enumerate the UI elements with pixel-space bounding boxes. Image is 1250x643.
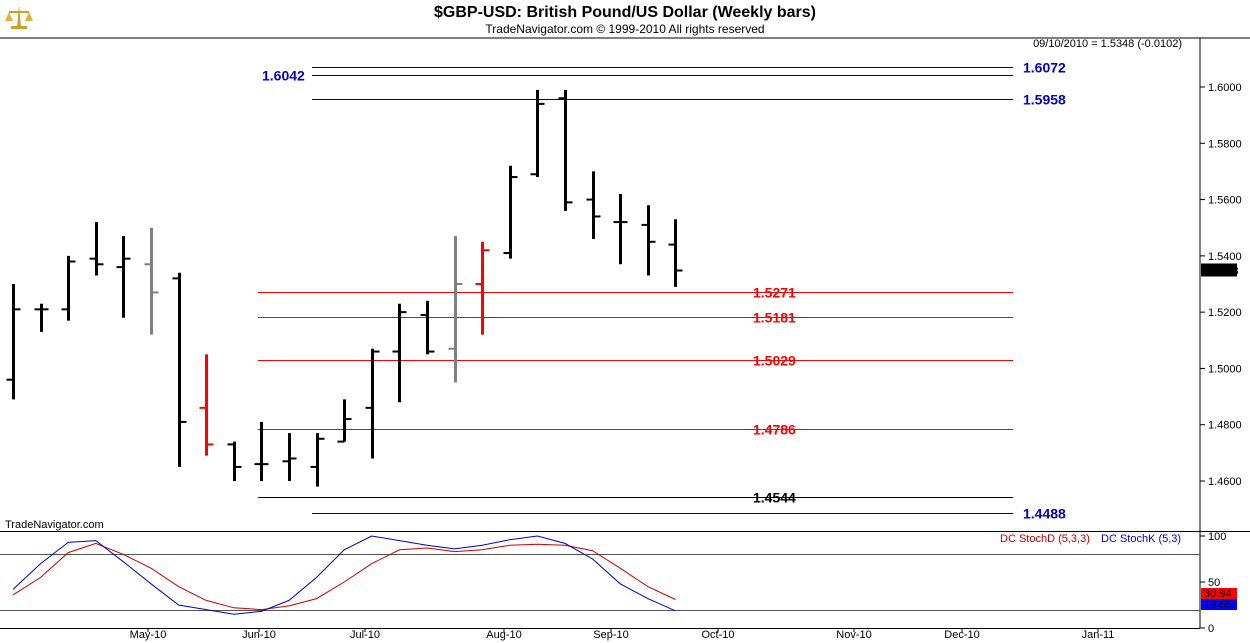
- price-axis: 1.6000 1.5800 1.5600 1.5400 1.5200 1.5000 1.48…: [1200, 82, 1242, 488]
- stoch-last-tags: 30.94 18.65: [1201, 588, 1237, 611]
- stoch-series-line: [12, 535, 676, 615]
- last-price-tag: 1.5348: [1201, 263, 1239, 277]
- time-tick-label: Jun-10: [242, 629, 276, 641]
- stoch-reference-lines: [0, 554, 1200, 611]
- time-tick-label: Nov-10: [836, 629, 871, 641]
- levels: 1.6072 1.6042 1.5958 1.5271 1.5181 1.5029 1.47…: [258, 60, 1066, 522]
- time-tick-label: Aug-10: [486, 629, 521, 641]
- price-tick-label: 1.4800: [1208, 420, 1242, 432]
- time-tick-label: Sep-10: [593, 629, 628, 641]
- stoch-tick-label: 50: [1208, 577, 1220, 589]
- watermark: TradeNavigator.com: [5, 519, 104, 531]
- stoch-tick-label: 0: [1208, 623, 1214, 635]
- price-readout: 09/10/2010 = 1.5348 (-0.0102): [1033, 38, 1182, 50]
- level-label: 1.5181: [753, 310, 796, 326]
- stoch-axis: 100 50 0: [1200, 531, 1226, 635]
- chart-title: $GBP-USD: British Pound/US Dollar (Weekl…: [434, 4, 816, 21]
- time-axis: May-10 Jun-10 Jul-10 Aug-10 Sep-10 Oct-10 Nov-…: [130, 628, 1115, 641]
- price-tick-label: 1.4600: [1208, 476, 1242, 488]
- level-label: 1.5029: [753, 353, 796, 369]
- time-tick-label: May-10: [130, 629, 167, 641]
- stochk-last-label: 18.65: [1204, 599, 1232, 611]
- time-tick-label: Oct-10: [701, 629, 734, 641]
- level-label: 1.6042: [262, 68, 305, 84]
- legend-stochd: DC StochD (5,3,3): [1000, 533, 1090, 545]
- time-tick-label: Dec-10: [944, 629, 979, 641]
- stoch-series-line: [12, 542, 676, 611]
- price-tick-label: 1.6000: [1208, 82, 1242, 94]
- stoch-tick-label: 100: [1208, 531, 1226, 543]
- level-label: 1.4488: [1023, 506, 1066, 522]
- price-bars: [6, 89, 683, 487]
- chart-subtitle: TradeNavigator.com © 1999-2010 All right…: [485, 22, 764, 36]
- time-tick-label: Jul-10: [350, 629, 380, 641]
- level-label: 1.6072: [1023, 60, 1066, 76]
- logo-icon: [5, 3, 33, 29]
- level-label: 1.5271: [753, 285, 796, 301]
- legend-stochk: DC StochK (5,3): [1101, 533, 1181, 545]
- price-tick-label: 1.5400: [1208, 251, 1242, 263]
- level-label: 1.4786: [753, 422, 796, 438]
- price-tick-label: 1.5800: [1208, 138, 1242, 150]
- level-label: 1.5958: [1023, 92, 1066, 108]
- time-tick-label: Jan-11: [1082, 629, 1115, 641]
- last-price-label: 1.5348: [1205, 265, 1239, 277]
- price-tick-label: 1.5000: [1208, 363, 1242, 375]
- stoch-lines: [12, 535, 676, 615]
- price-tick-label: 1.5200: [1208, 307, 1242, 319]
- level-label: 1.4544: [753, 490, 796, 506]
- stochd-last-label: 30.94: [1204, 588, 1232, 600]
- price-tick-label: 1.5600: [1208, 195, 1242, 207]
